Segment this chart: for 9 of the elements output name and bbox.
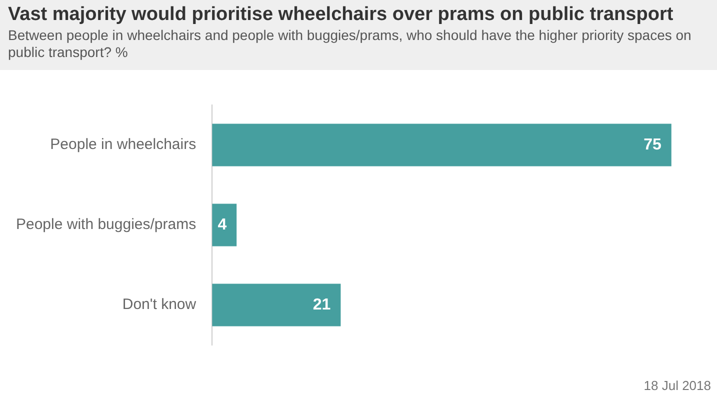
y-tick-label: People with buggies/prams <box>16 216 196 234</box>
y-tick-label: People in wheelchairs <box>50 136 196 154</box>
y-tick-label: Don't know <box>122 296 196 314</box>
data-label: 21 <box>312 296 331 314</box>
data-label: 4 <box>218 216 227 234</box>
chart-subtitle: Between people in wheelchairs and people with buggies/prams, who should have the higher priority spaces on public transport? % <box>8 27 692 61</box>
text: 18 Jul 2018 <box>644 378 711 393</box>
data-label: 75 <box>644 136 662 154</box>
chart-title: Vast majority would prioritise wheelchairs over prams on public transport <box>8 4 674 26</box>
